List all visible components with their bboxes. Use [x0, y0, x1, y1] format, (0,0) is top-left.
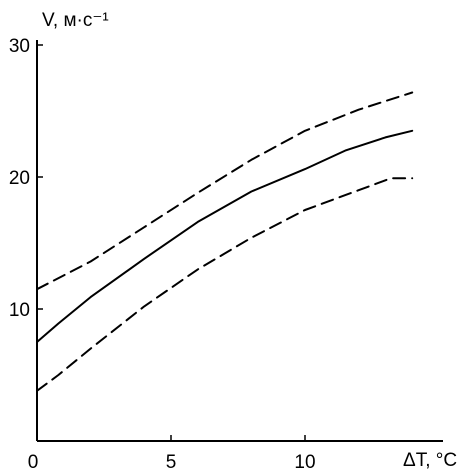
series-lower-bound-line — [36, 177, 414, 392]
series-group — [36, 91, 414, 392]
tick-labels: 0 5 10 10 20 30 — [9, 36, 316, 470]
axes — [36, 40, 443, 442]
y-tick-label: 20 — [9, 168, 30, 189]
x-tick-label: 10 — [294, 452, 315, 470]
series-mean-line — [36, 129, 414, 343]
y-tick-label: 10 — [9, 300, 30, 321]
x-tick-label: 5 — [166, 452, 177, 470]
x-tick-label: 0 — [28, 452, 39, 470]
y-tick-label: 30 — [9, 36, 30, 57]
y-axis-label: V, м·c⁻¹ — [42, 10, 109, 31]
ticks — [37, 44, 306, 441]
x-axis-label: ΔT, °C — [403, 450, 457, 470]
series-upper-bound-line — [36, 91, 414, 291]
